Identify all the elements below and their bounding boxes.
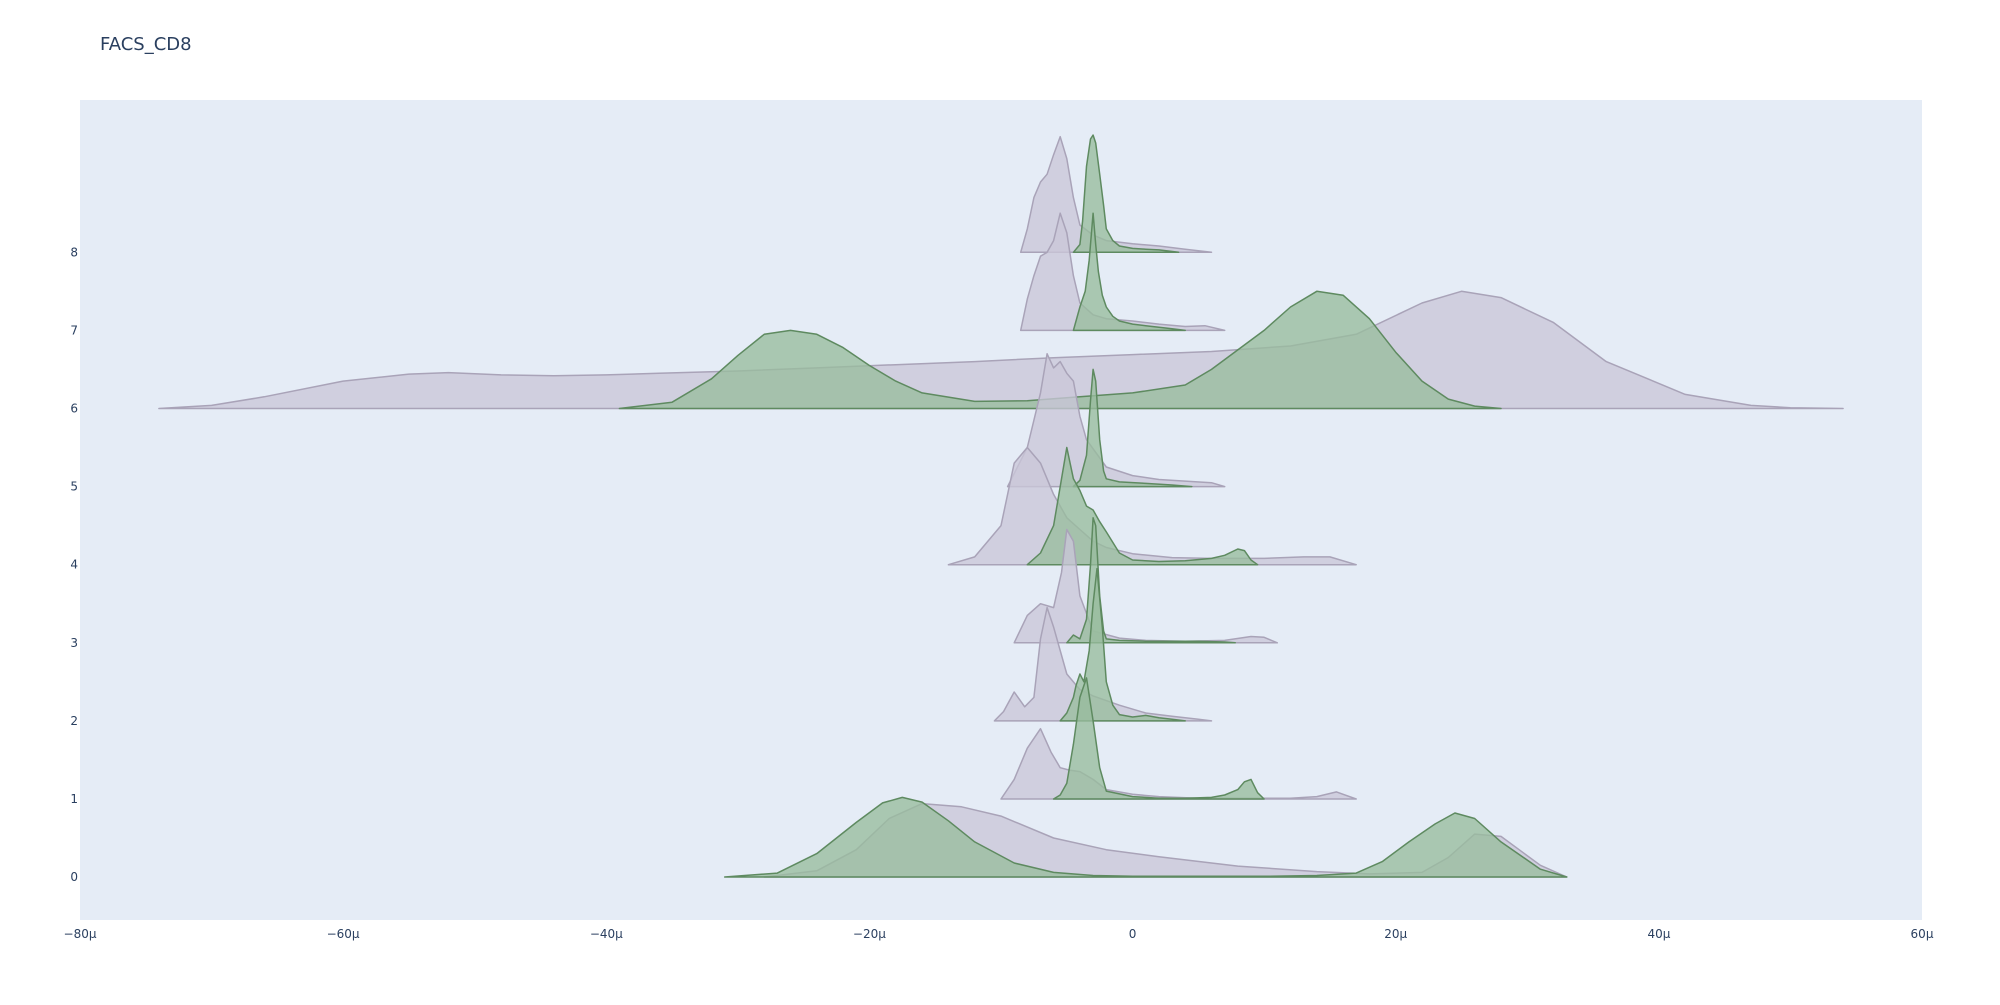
ridge-series1-level6: [618, 290, 1502, 410]
plot-area: [80, 100, 1922, 920]
y-tick-label: 2: [70, 714, 78, 728]
y-tick-label: 3: [70, 636, 78, 650]
ridge-series1-level2: [1059, 567, 1186, 722]
ridge-series1-level7: [1072, 212, 1186, 332]
x-tick-label: 20μ: [1384, 927, 1407, 941]
x-tick-label: 60μ: [1911, 927, 1934, 941]
ridge-series1-level0: [723, 796, 1568, 878]
ridge-series1-level3: [1066, 517, 1236, 644]
x-tick-label: 0: [1129, 927, 1137, 941]
x-tick-label: −80μ: [64, 927, 97, 941]
ridge-series1-level4: [1026, 446, 1259, 566]
x-tick-label: 40μ: [1647, 927, 1670, 941]
y-tick-label: 7: [70, 323, 78, 337]
ridge-series1-level1: [1052, 677, 1265, 800]
ridge-series1-level5: [1072, 368, 1193, 488]
chart-title: FACS_CD8: [100, 34, 192, 55]
y-axis-ticks: 0 1 2 3 4 5 6 7 8: [70, 245, 78, 884]
x-tick-label: −20μ: [853, 927, 886, 941]
y-tick-label: 1: [70, 792, 78, 806]
ridge-series0-level6: [158, 290, 1844, 410]
y-tick-label: 5: [70, 480, 78, 494]
y-tick-label: 0: [70, 870, 78, 884]
ridge-series0-level8: [1019, 135, 1213, 254]
y-tick-label: 8: [70, 245, 78, 259]
y-tick-label: 6: [70, 402, 78, 416]
ridges-layer: [158, 134, 1844, 878]
y-tick-label: 4: [70, 558, 78, 572]
x-axis-ticks: −80μ −60μ −40μ −20μ 0 20μ 40μ 60μ: [64, 927, 1934, 941]
ridge-series0-level7: [1019, 212, 1226, 332]
x-tick-label: −40μ: [590, 927, 623, 941]
ridge-series1-level8: [1072, 134, 1180, 254]
ridge-series0-level5: [1006, 353, 1226, 488]
x-tick-label: −60μ: [327, 927, 360, 941]
ridge-series0-level2: [993, 606, 1213, 722]
